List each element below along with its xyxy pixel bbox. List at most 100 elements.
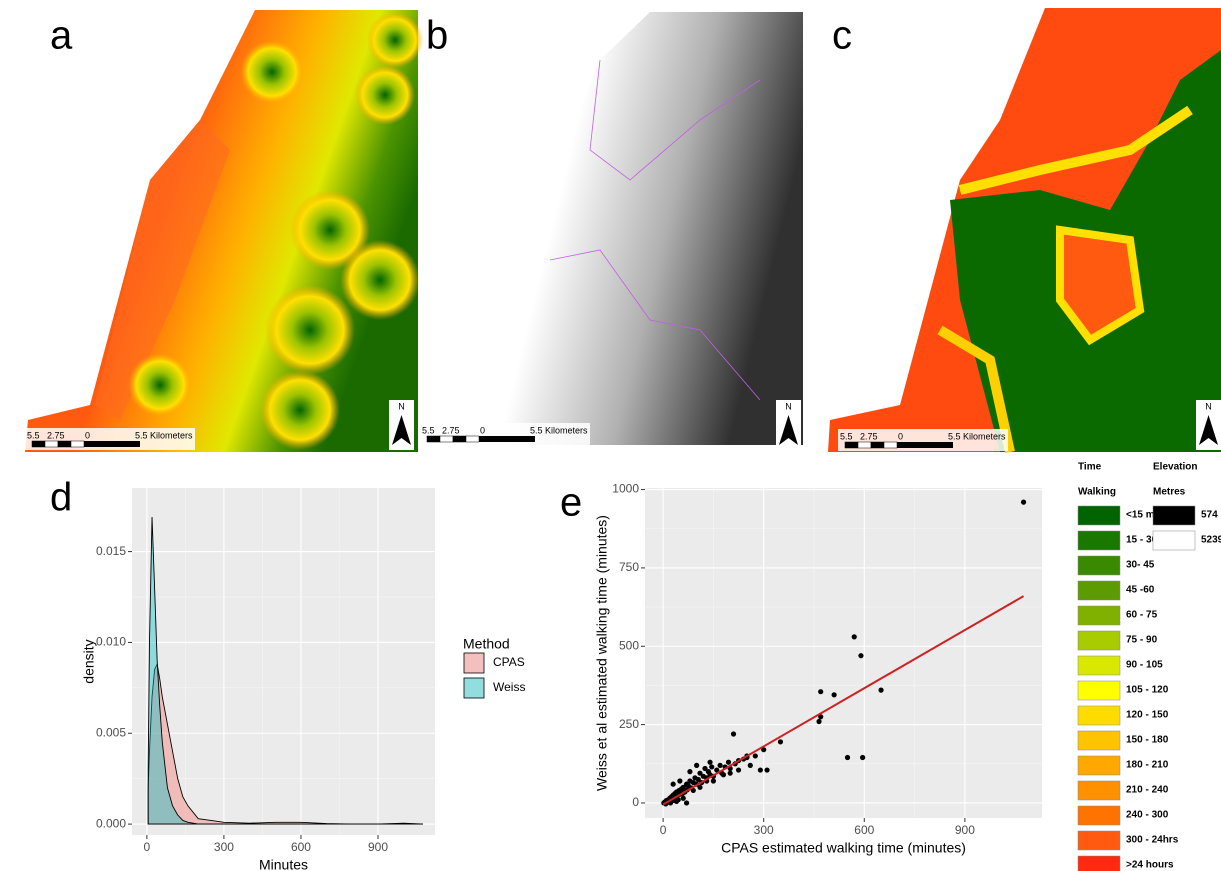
legend-swatch	[1077, 780, 1121, 801]
legend-title: Method	[463, 636, 510, 652]
point	[764, 767, 770, 773]
y-tick-label: 0.015	[96, 544, 126, 558]
point	[735, 767, 742, 773]
y-axis-title: Weiss et al estimated walking time (minu…	[594, 515, 610, 791]
scale-label: 5.5 Kilometers	[948, 431, 1006, 441]
legend-swatch	[1077, 605, 1121, 626]
point	[777, 739, 784, 745]
legend-swatch	[1152, 530, 1196, 551]
scale-segment	[31, 440, 46, 448]
point	[717, 762, 723, 768]
legend-swatch	[1077, 580, 1121, 601]
scale-label: 5.5	[27, 430, 40, 440]
scale-segment	[57, 440, 72, 448]
scale-label: 0	[85, 430, 90, 440]
legend-label: 210 - 240	[1126, 785, 1169, 796]
map-c	[828, 8, 1221, 454]
scale-segment	[883, 441, 898, 449]
panel-label: d	[50, 476, 72, 520]
scale-label: 5.5 Kilometers	[135, 430, 193, 440]
legend-swatch	[1077, 730, 1121, 751]
x-axis-title: Minutes	[259, 857, 308, 871]
legend-swatch	[1077, 830, 1121, 851]
point	[677, 778, 683, 784]
scale-label: 2.75	[47, 430, 65, 440]
legend-swatch	[1077, 530, 1121, 551]
point	[710, 778, 717, 784]
x-tick-label: 900	[368, 840, 388, 854]
scale-segment	[857, 441, 872, 449]
panel-label: e	[560, 481, 582, 525]
point	[831, 692, 837, 698]
x-axis-title: CPAS estimated walking time (minutes)	[721, 840, 966, 856]
y-tick-label: 750	[619, 560, 639, 574]
point	[761, 747, 767, 753]
point	[670, 781, 676, 787]
legend-swatch	[1077, 855, 1121, 871]
y-tick-label: 0	[632, 795, 639, 809]
x-tick-label: 300	[754, 823, 774, 837]
legend-swatch	[1077, 630, 1121, 651]
point	[697, 784, 703, 790]
north-label: N	[398, 401, 405, 411]
scale-label: 2.75	[442, 425, 460, 435]
legend-label: 150 - 180	[1126, 735, 1169, 746]
legend-swatch	[1077, 680, 1121, 701]
north-arrow	[1199, 415, 1218, 445]
point	[730, 731, 737, 737]
legend-subtitle: Walking	[1078, 487, 1116, 498]
point	[844, 754, 851, 761]
map-a	[25, 10, 423, 452]
density-area	[147, 517, 423, 825]
scale-label: 0	[480, 425, 485, 435]
point	[816, 718, 822, 725]
legend-swatch	[1077, 655, 1121, 676]
point	[725, 759, 732, 765]
legend-title: Time	[1078, 462, 1102, 473]
panel-label: c	[832, 14, 852, 58]
scale-segment	[452, 435, 467, 443]
panel-label: b	[426, 14, 448, 58]
scale-segment	[70, 440, 85, 448]
point	[727, 770, 733, 776]
x-tick-label: 600	[854, 823, 874, 837]
x-tick-label: 300	[214, 840, 234, 854]
point	[687, 769, 693, 775]
point	[709, 764, 715, 770]
legend-label: 90 - 105	[1126, 660, 1163, 671]
north-arrow	[779, 415, 798, 445]
plot-background	[132, 488, 435, 835]
y-axis-title: density	[81, 639, 97, 683]
legend-label: >24 hours	[1126, 860, 1174, 871]
point	[680, 795, 686, 801]
y-tick-label: 500	[619, 638, 639, 652]
point	[694, 762, 700, 768]
scale-segment	[44, 440, 59, 448]
scale-segment	[439, 435, 454, 443]
y-tick-label: 0.010	[96, 635, 126, 649]
point	[818, 689, 824, 695]
legend-swatch	[1077, 505, 1121, 526]
point	[707, 759, 713, 765]
legend-swatch	[1077, 705, 1121, 726]
map-b	[450, 12, 803, 445]
legend-key	[462, 676, 486, 700]
scale-segment	[465, 435, 480, 443]
y-tick-label: 1000	[612, 482, 639, 496]
point	[690, 787, 696, 794]
legend-label: Weiss	[493, 680, 525, 694]
legend-label: 15 - 30	[1126, 535, 1158, 546]
north-label: N	[1205, 401, 1212, 411]
scale-segment	[844, 441, 859, 449]
y-tick-label: 250	[619, 717, 639, 731]
x-tick-label: 900	[955, 823, 975, 837]
scale-label: 2.75	[860, 431, 878, 441]
scale-bars: 5.5 2.75 0 5.5 Kilometers N 5.5 2.75 0 5.5 Kilom…	[25, 400, 1221, 451]
point	[714, 767, 720, 773]
scale-segment	[479, 436, 535, 442]
legend-label: CPAS	[493, 655, 525, 669]
point	[747, 762, 753, 768]
legend-label: 5239	[1201, 535, 1221, 546]
point	[680, 784, 686, 790]
